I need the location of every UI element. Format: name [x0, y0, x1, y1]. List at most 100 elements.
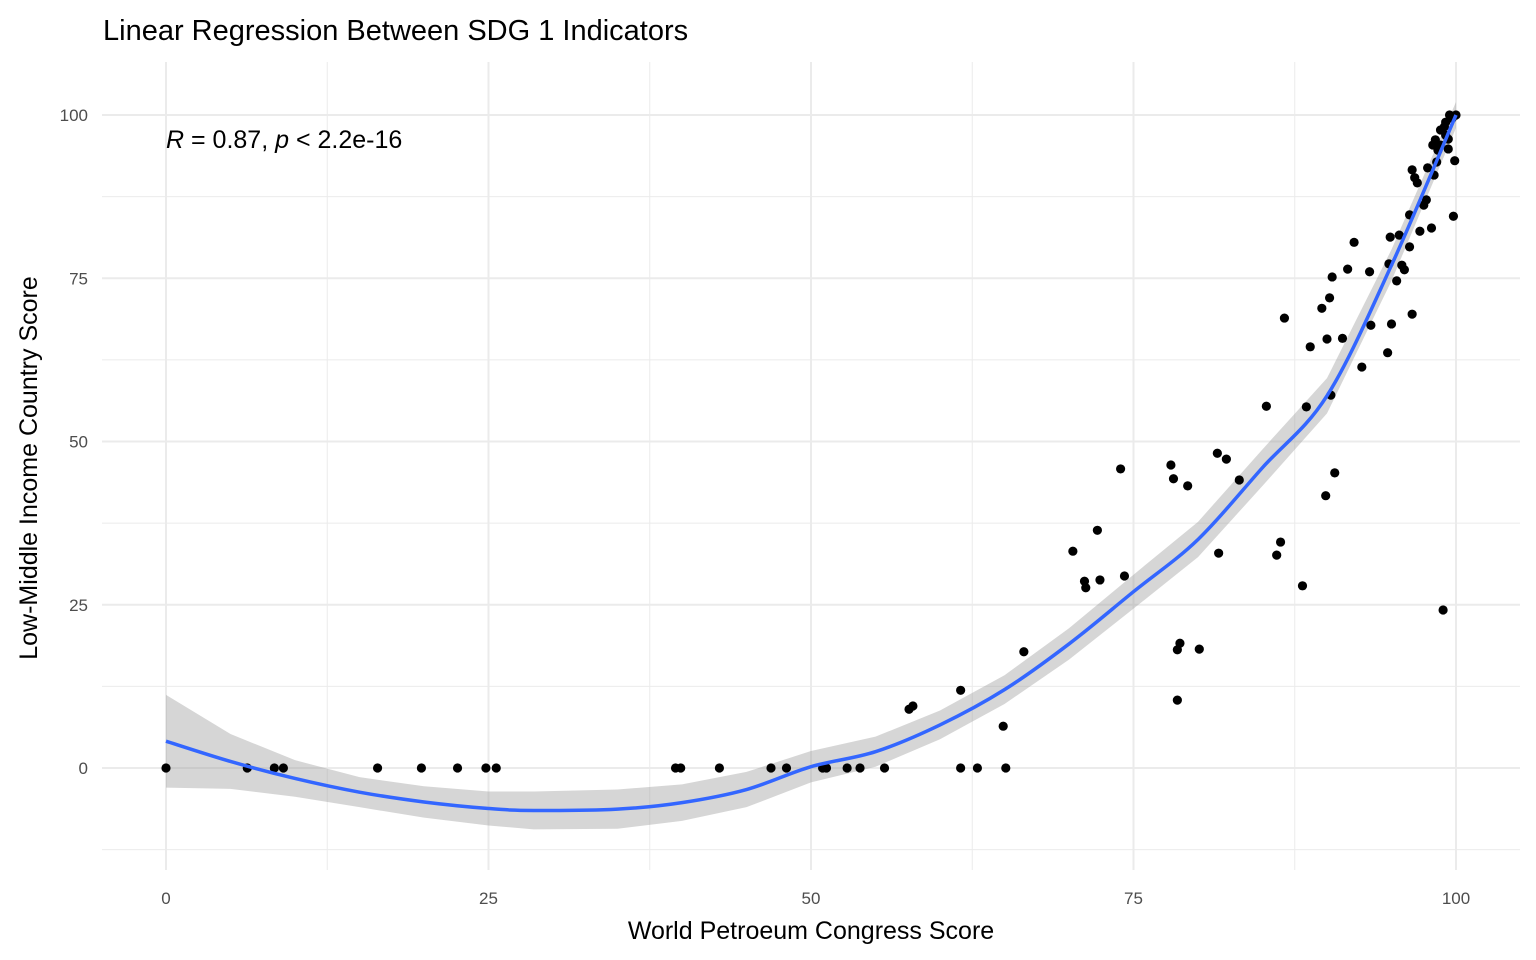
data-point — [1081, 583, 1091, 593]
data-point — [1214, 548, 1224, 558]
data-point — [1234, 475, 1244, 485]
data-point — [1421, 195, 1431, 205]
data-point — [1357, 362, 1367, 372]
data-point — [1212, 448, 1222, 458]
data-points — [161, 110, 1461, 773]
data-point — [1168, 474, 1179, 484]
data-point — [1321, 491, 1331, 501]
chart-title: Linear Regression Between SDG 1 Indicato… — [103, 15, 688, 47]
data-point — [1172, 695, 1182, 705]
data-point — [1092, 525, 1102, 535]
data-point — [1221, 454, 1231, 464]
x-tick-label: 75 — [1124, 889, 1143, 908]
data-point — [821, 763, 832, 773]
data-point — [879, 763, 890, 773]
data-point — [1415, 226, 1425, 236]
data-point — [1261, 401, 1271, 411]
data-point — [416, 763, 427, 773]
data-point — [1450, 156, 1460, 166]
data-point — [269, 763, 279, 773]
data-point — [1305, 342, 1315, 352]
data-point — [1349, 237, 1359, 247]
data-point — [1327, 272, 1337, 282]
data-point — [1279, 313, 1290, 323]
data-point — [1448, 211, 1459, 221]
data-point — [1183, 481, 1193, 491]
data-point — [1301, 402, 1311, 412]
data-point — [1175, 638, 1185, 648]
data-point — [1119, 571, 1130, 581]
data-point — [1412, 178, 1422, 188]
data-point — [1438, 605, 1448, 615]
data-point — [766, 763, 776, 773]
correlation-annotation: R = 0.87, p < 2.2e-16 — [166, 126, 402, 154]
data-point — [1394, 230, 1404, 240]
data-point — [1297, 581, 1308, 591]
y-tick-label: 75 — [69, 269, 88, 288]
data-point — [956, 685, 966, 695]
data-point — [1275, 537, 1286, 547]
data-point — [1116, 464, 1126, 474]
data-point — [1272, 550, 1282, 560]
y-axis-ticks: 0 25 50 75 100 — [60, 106, 88, 778]
y-tick-label: 25 — [69, 596, 88, 615]
data-point — [1322, 334, 1332, 344]
x-tick-label: 100 — [1442, 889, 1470, 908]
data-point — [1423, 163, 1433, 173]
data-point — [956, 763, 966, 773]
data-point — [1068, 546, 1078, 556]
y-tick-label: 50 — [69, 433, 88, 452]
x-axis-ticks: 0 25 50 75 100 — [161, 889, 1470, 908]
data-point — [1386, 319, 1397, 329]
data-point — [1330, 468, 1340, 478]
x-tick-label: 0 — [161, 889, 170, 908]
data-point — [855, 763, 865, 773]
data-point — [1166, 460, 1176, 470]
data-point — [1399, 265, 1409, 275]
p-value: < 2.2e-16 — [289, 126, 402, 154]
data-point — [1343, 264, 1353, 274]
data-point — [908, 701, 918, 711]
data-point — [1364, 267, 1375, 277]
data-point — [1366, 320, 1376, 330]
data-point — [714, 763, 725, 773]
data-point — [1383, 348, 1393, 358]
data-point — [1404, 242, 1415, 252]
x-tick-label: 50 — [802, 889, 821, 908]
data-point — [1337, 333, 1348, 343]
y-axis-title: Low-Middle Income Country Score — [15, 276, 43, 660]
grid — [102, 62, 1520, 870]
data-point — [1385, 232, 1395, 242]
y-tick-label: 0 — [79, 759, 88, 778]
data-point — [1019, 647, 1029, 657]
regression-line — [165, 114, 1458, 813]
data-point — [372, 763, 383, 773]
data-point — [1194, 644, 1204, 654]
data-point — [452, 763, 463, 773]
data-point — [1426, 223, 1437, 233]
data-point — [1407, 165, 1417, 175]
data-point — [676, 763, 686, 773]
data-point — [781, 763, 792, 773]
y-tick-label: 100 — [60, 106, 88, 125]
p-label: p — [274, 126, 289, 154]
data-point — [842, 763, 852, 773]
data-point — [1392, 276, 1402, 286]
data-point — [161, 763, 171, 773]
data-point — [1443, 144, 1453, 154]
data-point — [1317, 303, 1327, 313]
data-point — [1407, 309, 1417, 319]
r-label: R — [166, 126, 184, 154]
data-point — [1001, 763, 1011, 773]
x-axis-title: World Petroeum Congress Score — [628, 917, 994, 945]
data-point — [481, 763, 491, 773]
data-point — [972, 763, 983, 773]
data-point — [491, 763, 501, 773]
data-point — [998, 721, 1008, 731]
r-value: = 0.87, — [184, 126, 275, 154]
data-point — [278, 763, 288, 773]
data-point — [1095, 575, 1105, 585]
x-tick-label: 25 — [479, 889, 498, 908]
data-point — [1324, 293, 1335, 303]
